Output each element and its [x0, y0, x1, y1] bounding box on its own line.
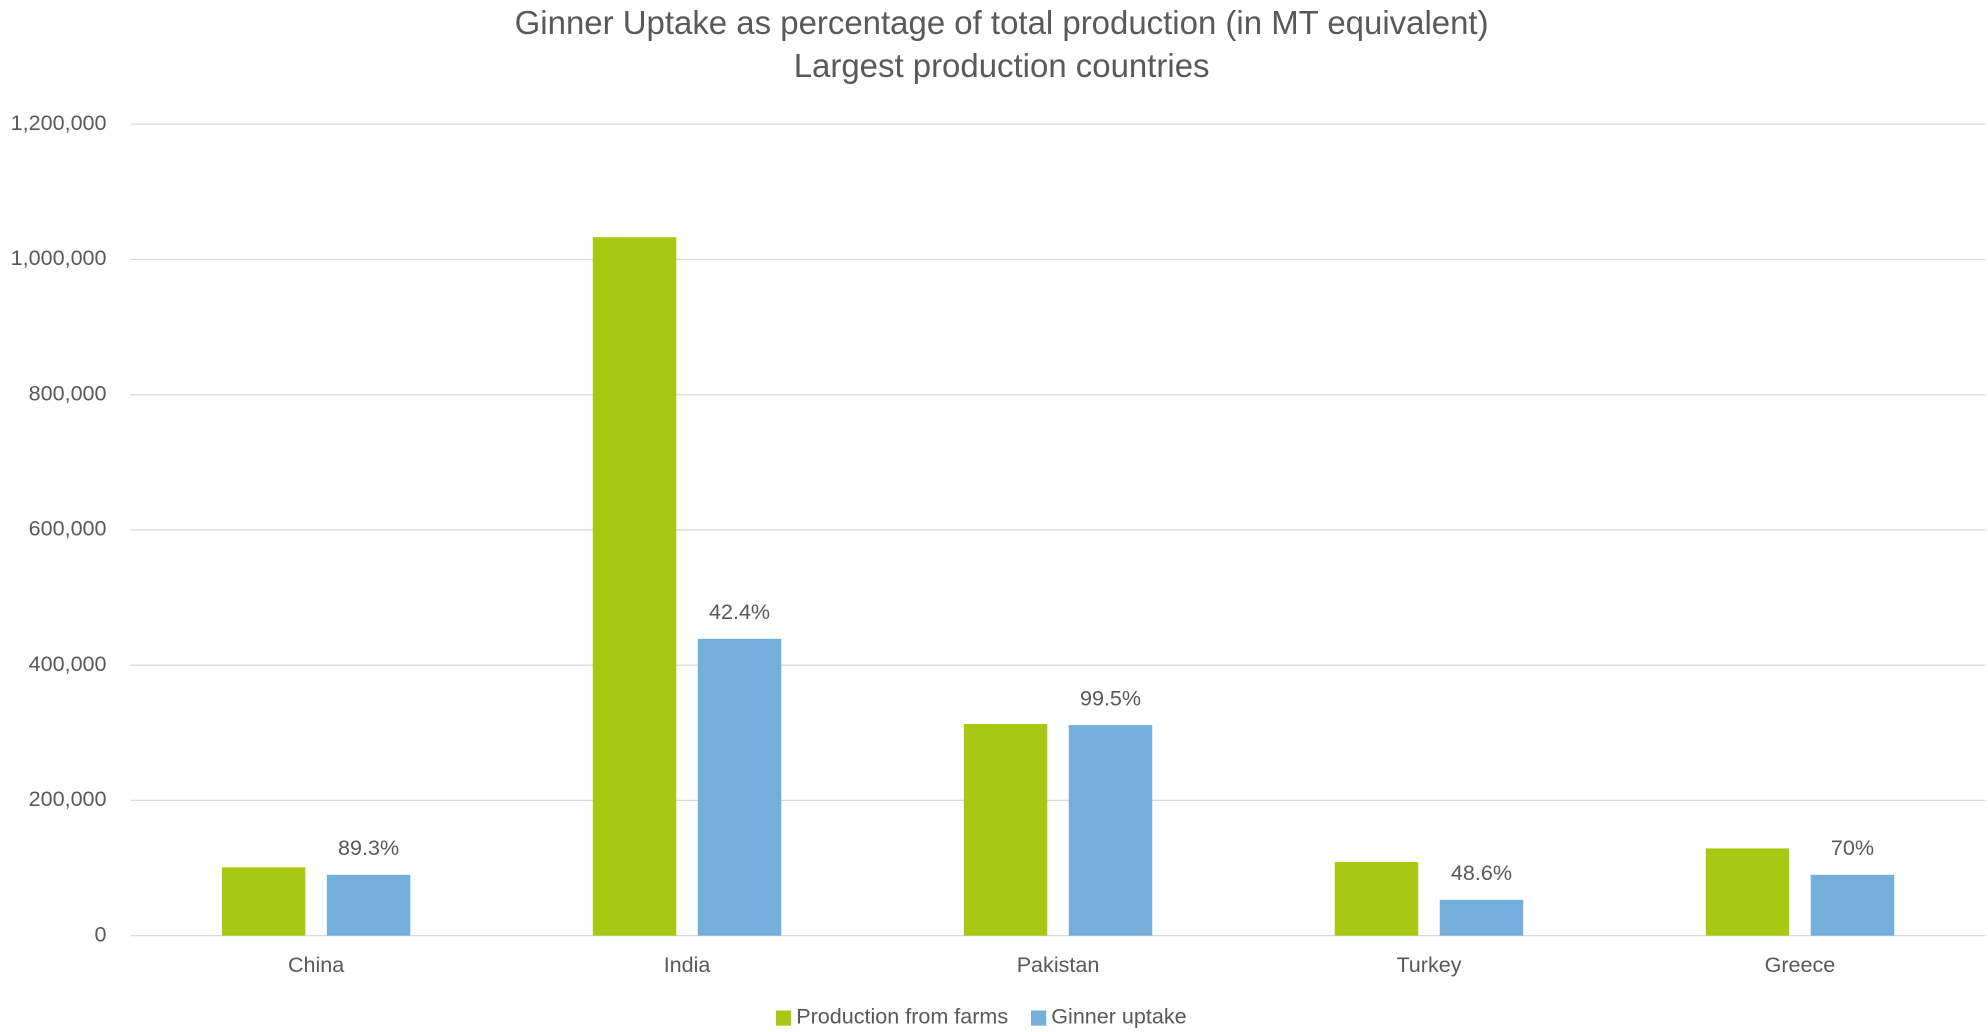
- bar: [1068, 725, 1153, 936]
- bar: [1439, 899, 1524, 936]
- y-tick-label: 800,000: [29, 380, 107, 405]
- data-label: 42.4%: [709, 599, 770, 624]
- bar: [1334, 861, 1419, 936]
- y-tick-label: 0: [95, 921, 107, 946]
- legend-swatch: [775, 1010, 792, 1026]
- y-tick-label: 400,000: [29, 651, 107, 676]
- bar: [963, 724, 1048, 936]
- bar: [326, 874, 411, 936]
- y-tick-label: 1,000,000: [11, 245, 107, 270]
- x-tick-label: Turkey: [1396, 952, 1461, 977]
- bar: [1810, 874, 1895, 936]
- legend-label: Production from farms: [796, 1004, 1008, 1029]
- bar: [221, 867, 306, 936]
- data-label: 89.3%: [338, 835, 399, 860]
- chart-subtitle: Largest production countries: [794, 47, 1210, 84]
- y-tick-label: 200,000: [29, 786, 107, 811]
- legend-swatch: [1030, 1010, 1047, 1026]
- x-tick-label: China: [288, 952, 344, 977]
- data-label: 99.5%: [1080, 685, 1141, 710]
- data-label: 70%: [1831, 835, 1874, 860]
- x-tick-label: Greece: [1765, 952, 1836, 977]
- x-tick-label: Pakistan: [1017, 952, 1100, 977]
- y-tick-label: 600,000: [29, 516, 107, 541]
- bar: [592, 237, 677, 936]
- y-tick-label: 1,200,000: [11, 110, 107, 135]
- bar: [697, 638, 782, 936]
- data-label: 48.6%: [1451, 860, 1512, 885]
- bar: [1705, 848, 1790, 936]
- chart-title: Ginner Uptake as percentage of total pro…: [515, 4, 1489, 41]
- legend-label: Ginner uptake: [1051, 1004, 1186, 1029]
- x-tick-label: India: [664, 952, 711, 977]
